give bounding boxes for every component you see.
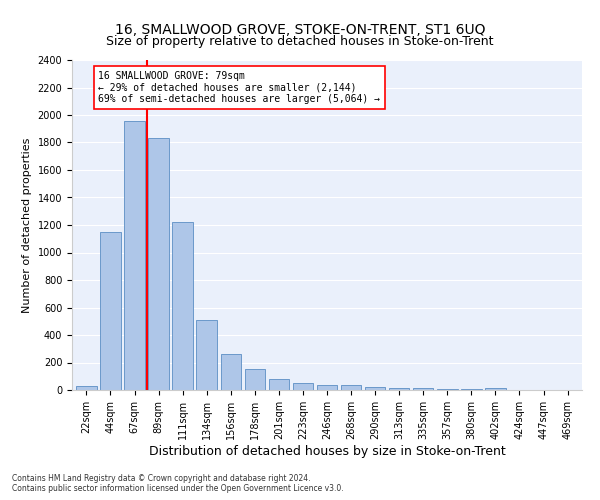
Bar (76, 386, 97, 390)
Bar (124, 120, 145, 390)
Bar (293, 383, 313, 390)
Bar (148, 138, 169, 390)
X-axis label: Distribution of detached houses by size in Stoke-on-Trent: Distribution of detached houses by size … (149, 444, 505, 458)
Bar (196, 320, 217, 390)
Bar (413, 388, 433, 390)
Text: 16, SMALLWOOD GROVE, STOKE-ON-TRENT, ST1 6UQ: 16, SMALLWOOD GROVE, STOKE-ON-TRENT, ST1… (115, 22, 485, 36)
Bar (365, 387, 385, 390)
Bar (245, 370, 265, 390)
Bar (437, 389, 458, 390)
Text: Size of property relative to detached houses in Stoke-on-Trent: Size of property relative to detached ho… (106, 35, 494, 48)
Bar (221, 354, 241, 390)
Bar (485, 388, 506, 390)
Bar (341, 385, 361, 390)
Bar (317, 384, 337, 390)
Bar (389, 388, 409, 390)
Bar (172, 222, 193, 390)
Text: Contains public sector information licensed under the Open Government Licence v3: Contains public sector information licen… (12, 484, 344, 493)
Bar (100, 232, 121, 390)
Text: Contains HM Land Registry data © Crown copyright and database right 2024.: Contains HM Land Registry data © Crown c… (12, 474, 311, 483)
Text: 16 SMALLWOOD GROVE: 79sqm
← 29% of detached houses are smaller (2,144)
69% of se: 16 SMALLWOOD GROVE: 79sqm ← 29% of detac… (98, 71, 380, 104)
Bar (269, 379, 289, 390)
Y-axis label: Number of detached properties: Number of detached properties (22, 138, 32, 312)
